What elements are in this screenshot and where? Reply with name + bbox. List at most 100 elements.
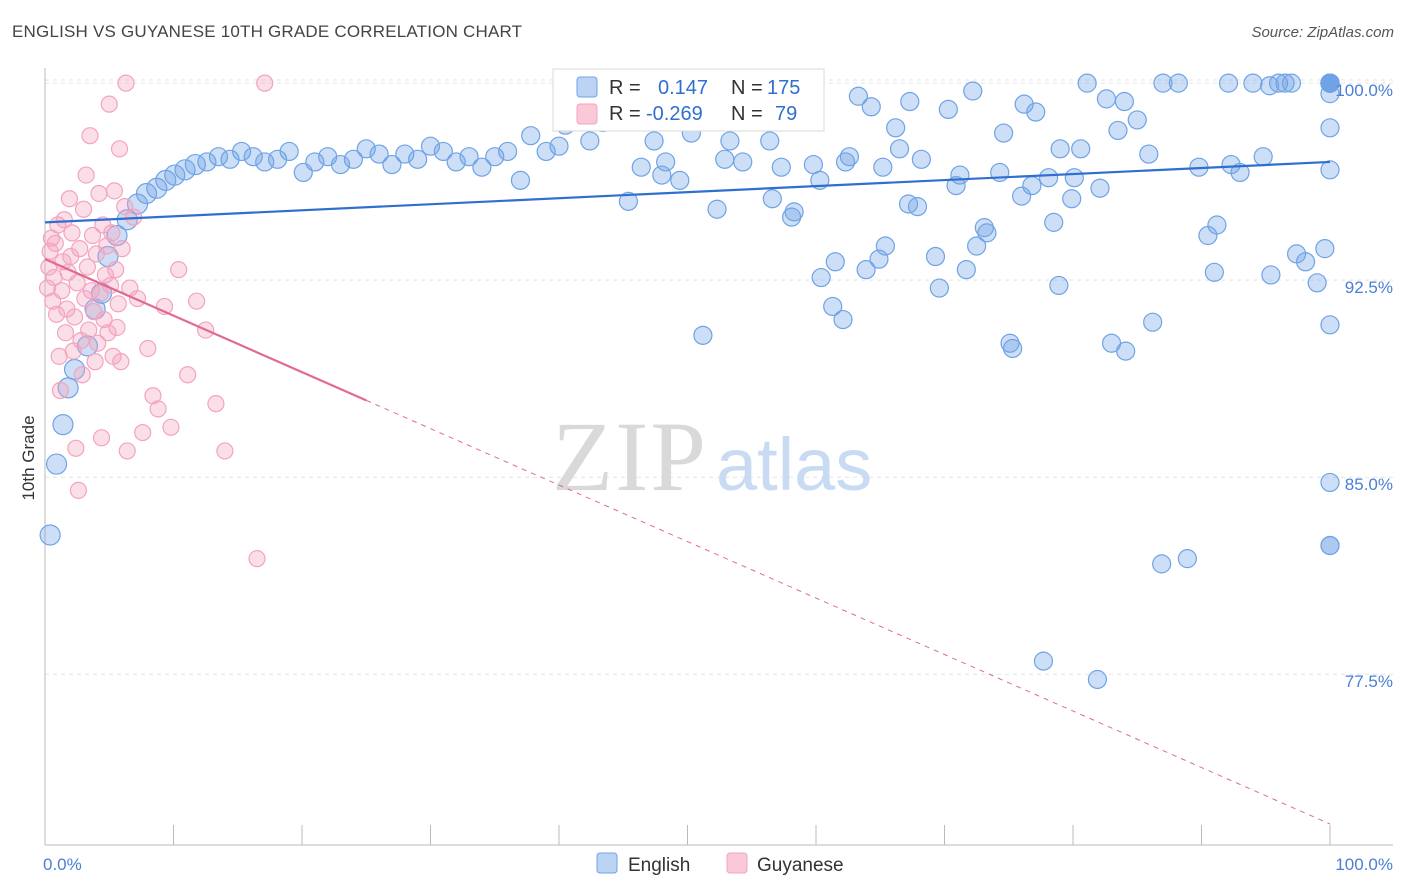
point-english [900, 91, 920, 112]
legend-bottom-swatch-english [596, 852, 618, 874]
point-guyanese [89, 334, 107, 352]
point-guyanese [73, 366, 91, 384]
point-english [135, 182, 158, 205]
point-english [1011, 186, 1032, 206]
point-english [781, 207, 802, 227]
legend-r-label-2: R = [609, 103, 641, 125]
point-english [395, 144, 415, 164]
point-english [760, 131, 780, 151]
y-tick-label: 85.0% [1345, 475, 1393, 494]
point-guyanese [38, 279, 57, 297]
point-english [839, 147, 860, 167]
legend-bottom-label-guyanese: Guyanese [757, 855, 844, 876]
trend-lines [44, 160, 1331, 825]
point-english [1064, 168, 1084, 188]
point-english [946, 175, 966, 196]
legend-r-value-english: 0.147 [658, 77, 708, 99]
point-guyanese [60, 190, 79, 208]
point-english [220, 149, 240, 169]
point-guyanese [107, 261, 125, 279]
point-guyanese [207, 395, 225, 413]
y-tick-label: 100.0% [1335, 81, 1393, 100]
point-english [1218, 73, 1239, 93]
point-guyanese [78, 258, 97, 276]
point-english [1038, 168, 1059, 188]
point-english [618, 191, 638, 211]
point-english [1049, 275, 1069, 296]
point-english [907, 197, 928, 217]
watermark-zip: ZIP [552, 401, 708, 512]
point-english [52, 414, 74, 436]
point-english [925, 246, 946, 267]
point-english [510, 170, 531, 190]
point-english [184, 153, 206, 176]
legend-swatch-english [576, 76, 598, 98]
point-guyanese [256, 74, 274, 92]
point-english [1307, 273, 1327, 293]
point-english [963, 81, 983, 101]
point-english [1275, 73, 1295, 93]
point-guyanese [110, 140, 129, 158]
point-guyanese [55, 211, 73, 229]
point-english [382, 154, 402, 175]
point-english [536, 141, 556, 162]
point-guyanese [71, 240, 89, 258]
point-english [146, 177, 168, 199]
point-english [408, 149, 428, 169]
point-english [835, 152, 856, 172]
point-english [420, 136, 441, 156]
point-english [762, 189, 782, 209]
point-english [1261, 265, 1281, 285]
trend-line-guyanese [44, 258, 367, 402]
point-guyanese [47, 305, 66, 323]
point-english [549, 136, 569, 156]
y-tick-label: 77.5% [1345, 672, 1393, 691]
legend-n-value-guyanese: 79 [775, 103, 797, 125]
point-english [1003, 338, 1023, 359]
point-english [1114, 91, 1135, 112]
point-english [1243, 73, 1263, 93]
point-english [330, 154, 351, 175]
point-english [889, 139, 910, 159]
point-english [938, 99, 958, 120]
point-guyanese [90, 184, 108, 203]
point-english [1044, 212, 1064, 232]
point-english [1320, 315, 1340, 335]
x-tick-labels: 0.0% 100.0% [43, 855, 1393, 874]
point-guyanese [149, 400, 167, 418]
point-english [886, 118, 906, 138]
point-english [279, 141, 299, 162]
point-english [1207, 215, 1227, 235]
point-guyanese [170, 261, 188, 279]
point-guyanese [53, 282, 71, 300]
point-english [911, 149, 931, 169]
legend-bottom-label-english: English [628, 855, 690, 876]
legend-r-value-guyanese: -0.269 [646, 103, 703, 125]
point-english [873, 157, 893, 177]
point-english [856, 260, 876, 280]
point-english [1050, 139, 1070, 159]
legend-n-label-1: N = [731, 77, 763, 99]
point-english [1062, 189, 1082, 209]
y-axis-label: 10th Grade [19, 415, 38, 500]
point-guyanese [63, 224, 81, 242]
point-guyanese [69, 481, 88, 499]
point-guyanese [248, 550, 266, 568]
point-guyanese [80, 321, 98, 339]
point-english [472, 157, 492, 177]
axes [44, 68, 1393, 846]
point-guyanese [74, 200, 93, 218]
point-guyanese [216, 442, 234, 460]
point-guyanese [162, 418, 180, 436]
point-english [1014, 94, 1034, 114]
point-english [771, 157, 791, 177]
point-english [1033, 651, 1054, 671]
point-english [733, 152, 753, 172]
point-english [977, 223, 997, 243]
point-english [956, 260, 976, 280]
point-english [823, 296, 843, 317]
point-english [833, 309, 853, 330]
point-english [267, 149, 288, 169]
legend-r-label-1: R = [609, 77, 641, 99]
y-tick-label: 92.5% [1345, 278, 1393, 297]
